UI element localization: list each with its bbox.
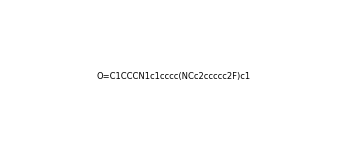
Text: O=C1CCCN1c1cccc(NCc2ccccc2F)c1: O=C1CCCN1c1cccc(NCc2ccccc2F)c1	[97, 71, 251, 81]
